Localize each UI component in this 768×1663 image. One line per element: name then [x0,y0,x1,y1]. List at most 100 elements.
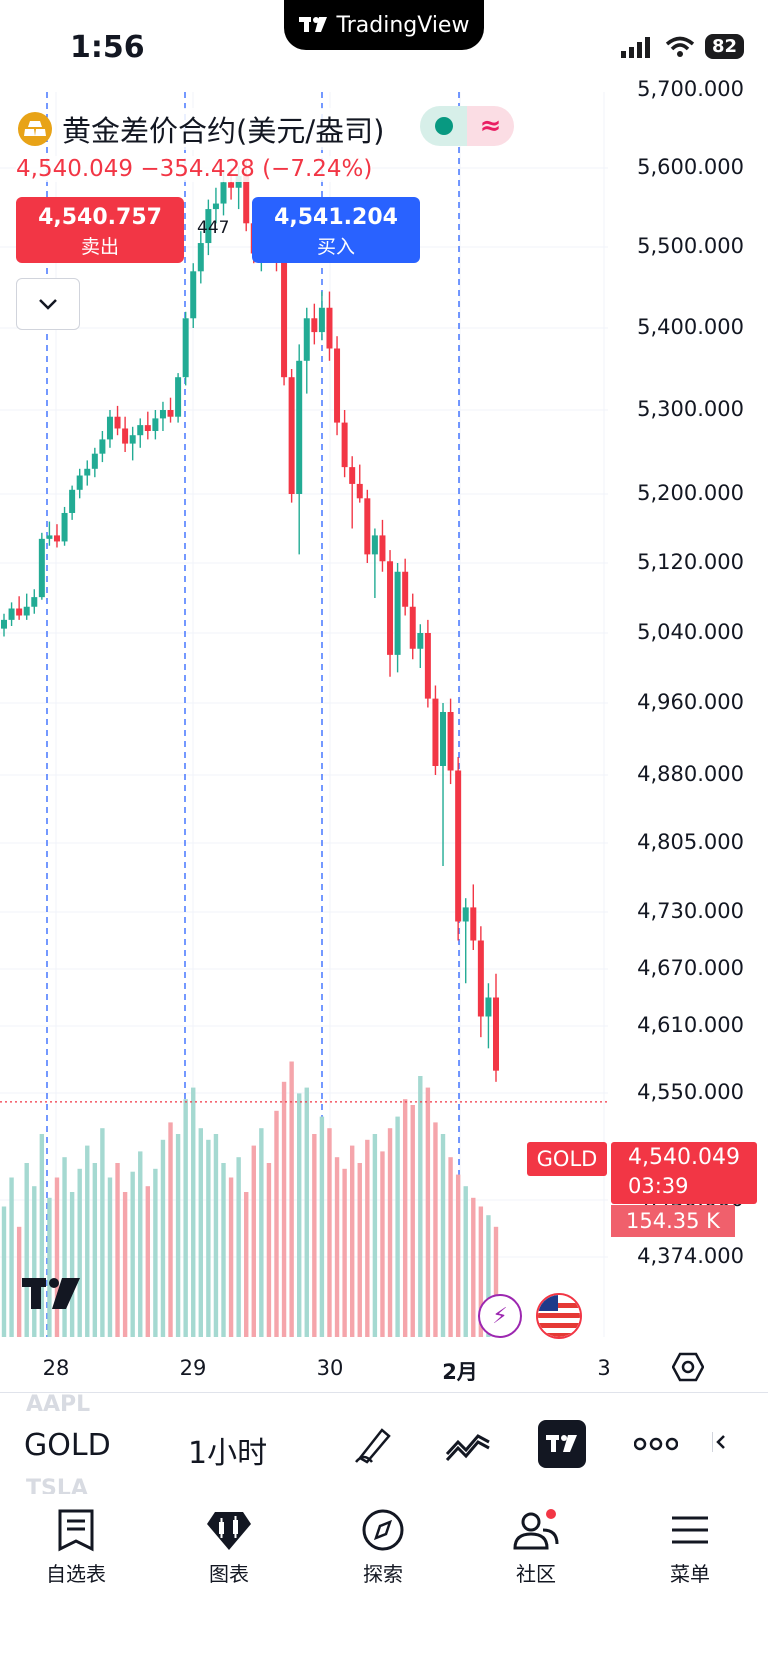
battery-indicator: 82 [704,34,744,59]
volume-bar [425,1087,431,1337]
volume-bar [122,1192,128,1337]
chevron-left-icon[interactable] [711,1428,726,1460]
sell-button[interactable]: 4,540.757 卖出 [16,197,184,263]
candle-body [53,535,60,542]
volume-bar [402,1099,408,1337]
buy-price: 4,541.204 [274,205,398,230]
candle-body [288,377,295,494]
price-axis-label: 5,500.000 [637,234,744,258]
candle-body [432,698,439,766]
chevron-down-icon [39,299,57,310]
price-axis-label: 4,374.000 [637,1244,744,1268]
volume-bar [130,1171,135,1337]
price-axis-label: 4,880.000 [637,762,744,786]
price-change-row: 4,540.049 −354.428 (−7.24%) [16,156,373,182]
volume-bar [168,1122,173,1337]
candle-body [394,571,401,655]
status-bar: 1:56 TradingView 82 [0,0,768,92]
price-axis-label: 5,200.000 [637,481,744,505]
collapse-button[interactable] [16,278,80,330]
chart-nav-icon [207,1512,251,1550]
candle-body [137,425,144,436]
nav-chart[interactable]: 图表 [179,1508,279,1587]
volume-bar [297,1093,302,1337]
nav-explore[interactable]: 探索 [333,1508,433,1587]
volume-bar [304,1087,309,1337]
candle-body [356,483,363,499]
indicators-icon[interactable] [444,1422,492,1470]
symbol-selector[interactable]: GOLD [24,1428,111,1463]
candle-body [379,535,386,562]
bottom-nav [0,1494,768,1663]
time-axis-label: 3 [597,1356,611,1380]
symbol-wheel-previous[interactable]: AAPL [26,1392,91,1417]
volume-bar [251,1145,256,1337]
price-axis-label: 5,300.000 [637,397,744,421]
interval-selector[interactable]: 1小时 [188,1436,268,1471]
candle-body [228,182,235,188]
candle-body [485,997,492,1017]
candle-body [477,940,484,1017]
volume-bar [228,1177,234,1337]
candle-body [318,307,325,333]
volume-bar [62,1157,67,1337]
volume-bar [16,1226,22,1337]
candle-body [470,907,477,941]
candle-body [493,997,499,1071]
candlestick-chart-svg [0,92,608,1337]
candle-body [243,175,250,224]
volume-bar [32,1186,37,1337]
candle-body [371,535,378,555]
lightning-icon[interactable]: ⚡ [478,1294,522,1338]
volume-bar [145,1186,151,1337]
candle-body [387,561,394,655]
price-axis-label: 4,730.000 [637,899,744,923]
drawing-pen-icon[interactable] [352,1422,396,1470]
market-status-pill[interactable]: ≈ [420,106,514,146]
candle-body [220,182,227,204]
nav-label-explore: 探索 [363,1562,403,1586]
symbol-header[interactable]: 黄金差价合约(美元/盎司) [18,108,385,150]
volume-bar [206,1139,211,1337]
nav-menu[interactable]: 菜单 [640,1508,740,1587]
volume-bar [387,1128,393,1337]
price-axis-label: 4,670.000 [637,956,744,980]
volume-bar [54,1177,60,1337]
price-axis-label: 5,120.000 [637,550,744,574]
nav-community[interactable]: 社区 [486,1508,586,1587]
candle-body [99,439,106,454]
more-options-icon[interactable] [633,1436,679,1455]
volume-bar [433,1122,438,1337]
time-axis-label: 30 [316,1356,344,1380]
tradingview-watermark-icon [22,1278,84,1314]
tradingview-pill[interactable]: TradingView [284,0,484,50]
volume-bar [160,1139,166,1337]
hamburger-menu-icon [672,1516,708,1544]
candle-body [106,416,113,440]
tradingview-logo-icon [298,17,327,32]
us-flag-icon[interactable] [536,1293,582,1339]
price-axis-label: 4,960.000 [637,690,744,714]
sell-price: 4,540.757 [38,205,162,230]
candle-body [152,418,159,431]
volume-bar [448,1157,453,1337]
price-axis[interactable]: 5,700.000 5,600.000 5,500.000 5,400.000 5,30… [608,77,768,1337]
price-chart[interactable] [0,92,608,1337]
candle-body [311,318,318,333]
axis-settings-icon[interactable] [671,1352,705,1386]
volume-bar [221,1163,226,1337]
candle-body [91,453,98,469]
price-axis-label: 5,700.000 [637,77,744,101]
tradingview-menu-icon[interactable] [538,1420,586,1468]
volume-bar [395,1116,400,1337]
candle-body [205,209,212,244]
price-axis-label: 4,550.000 [637,1080,744,1104]
candle-body [8,608,15,620]
candle-body [84,468,91,476]
volume-bar [198,1128,203,1337]
buy-button[interactable]: 4,541.204 买入 [252,197,420,263]
volume-bar [486,1215,491,1337]
volume-bar [183,1099,188,1337]
wifi-icon [665,36,695,57]
nav-watchlist[interactable]: 自选表 [26,1508,126,1587]
